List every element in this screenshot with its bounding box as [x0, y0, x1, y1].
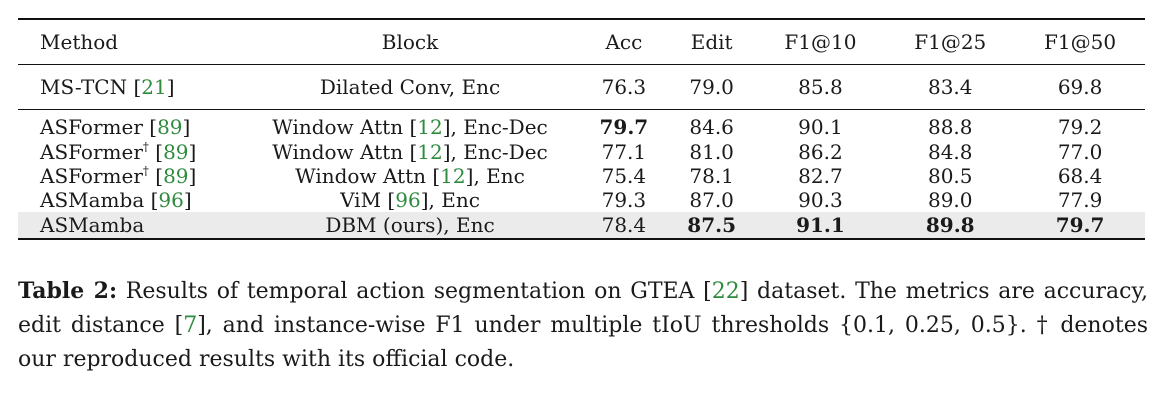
- f1-50-cell: 79.2: [1057, 115, 1103, 139]
- citation-link[interactable]: 89: [163, 164, 189, 188]
- results-table: Method Block Acc Edit F1@10 F1@25 F1@50 …: [18, 18, 1145, 240]
- table-row: MS-TCN [21] Dilated Conv, Enc 76.3 79.0 …: [18, 64, 1145, 110]
- dagger-mark: †: [142, 164, 149, 178]
- method-cell: ASFormer† [89]: [40, 164, 197, 188]
- method-cell: ASFormer† [89]: [40, 140, 197, 164]
- table-row: ASFormer [89] Window Attn [12], Enc-Dec …: [18, 109, 1145, 141]
- f1-25-cell: 89.0: [927, 188, 973, 212]
- f1-25-cell: 83.4: [927, 75, 973, 99]
- f1-50-cell: 79.7: [1015, 212, 1145, 239]
- citation-link[interactable]: 12: [417, 115, 443, 139]
- edit-cell: 87.5: [667, 212, 756, 239]
- f1-10-cell: 85.8: [798, 75, 843, 99]
- method-cell: ASMamba [96]: [40, 188, 192, 212]
- table-row: ASMamba [96] ViM [96], Enc 79.3 87.0 90.…: [18, 188, 1145, 212]
- method-name: MS-TCN: [40, 75, 128, 99]
- f1-25-cell: 80.5: [927, 164, 973, 188]
- header-row: Method Block Acc Edit F1@10 F1@25 F1@50: [18, 19, 1145, 65]
- f1-50-cell: 77.9: [1057, 188, 1103, 212]
- dagger-mark: †: [142, 140, 149, 154]
- citation-link[interactable]: 12: [417, 140, 443, 164]
- method-name: ASFormer: [40, 164, 143, 188]
- header-block: Block: [381, 30, 439, 54]
- f1-10-cell: 90.1: [798, 115, 843, 139]
- method-name: ASFormer: [40, 115, 143, 139]
- f1-10-cell: 82.7: [798, 164, 843, 188]
- table-row: ASFormer† [89] Window Attn [12], Enc 75.…: [18, 164, 1145, 188]
- block-cell: ViM [96], Enc: [340, 188, 480, 212]
- f1-10-cell: 91.1: [755, 212, 886, 239]
- f1-25-cell: 89.8: [885, 212, 1016, 239]
- f1-25-cell: 88.8: [927, 115, 973, 139]
- acc-cell: 75.4: [601, 164, 647, 188]
- edit-cell: 87.0: [689, 188, 734, 212]
- header-acc: Acc: [605, 30, 643, 54]
- header-f1-25: F1@25: [914, 30, 987, 54]
- header-method: Method: [40, 30, 119, 54]
- edit-cell: 79.0: [689, 75, 734, 99]
- method-cell: ASFormer [89]: [40, 115, 191, 139]
- table-row: ASFormer† [89] Window Attn [12], Enc-Dec…: [18, 140, 1145, 164]
- citation-link[interactable]: 96: [395, 188, 421, 212]
- edit-cell: 78.1: [689, 164, 734, 188]
- f1-50-cell: 69.8: [1057, 75, 1103, 99]
- citation-link[interactable]: 96: [158, 188, 184, 212]
- method-name: ASMamba: [40, 188, 145, 212]
- acc-cell: 77.1: [601, 140, 647, 164]
- header-edit: Edit: [690, 30, 733, 54]
- citation-link[interactable]: 21: [141, 75, 167, 99]
- caption-label: Table 2:: [18, 278, 118, 304]
- block-cell: Window Attn [12], Enc-Dec: [272, 140, 548, 164]
- f1-10-cell: 86.2: [798, 140, 843, 164]
- f1-25-cell: 84.8: [927, 140, 973, 164]
- block-cell: Window Attn [12], Enc-Dec: [272, 115, 548, 139]
- method-cell: MS-TCN [21]: [40, 75, 175, 99]
- f1-50-cell: 68.4: [1057, 164, 1103, 188]
- citation-link[interactable]: 12: [440, 164, 466, 188]
- acc-cell: 78.4: [580, 212, 668, 239]
- table-row-ours: ASMamba DBM (ours), Enc 78.4 87.5 91.1 8…: [18, 212, 1145, 239]
- method-name: ASFormer: [40, 140, 143, 164]
- block-cell: DBM (ours), Enc: [240, 212, 580, 239]
- method-cell: ASMamba: [18, 212, 240, 239]
- block-cell: Window Attn [12], Enc: [295, 164, 525, 188]
- edit-cell: 81.0: [689, 140, 734, 164]
- acc-cell: 79.7: [599, 115, 649, 139]
- f1-10-cell: 90.3: [798, 188, 843, 212]
- edit-cell: 84.6: [689, 115, 734, 139]
- table-caption: Table 2: Results of temporal action segm…: [18, 278, 1148, 372]
- citation-link[interactable]: 89: [163, 140, 189, 164]
- block-cell: Dilated Conv, Enc: [319, 75, 501, 99]
- acc-cell: 76.3: [601, 75, 647, 99]
- results-table-container: Method Block Acc Edit F1@10 F1@25 F1@50 …: [18, 18, 1145, 240]
- header-f1-50: F1@50: [1044, 30, 1117, 54]
- citation-link[interactable]: 22: [711, 279, 740, 304]
- acc-cell: 79.3: [601, 188, 647, 212]
- header-f1-10: F1@10: [784, 30, 857, 54]
- f1-50-cell: 77.0: [1057, 140, 1103, 164]
- citation-link[interactable]: 7: [183, 313, 198, 338]
- citation-link[interactable]: 89: [157, 115, 183, 139]
